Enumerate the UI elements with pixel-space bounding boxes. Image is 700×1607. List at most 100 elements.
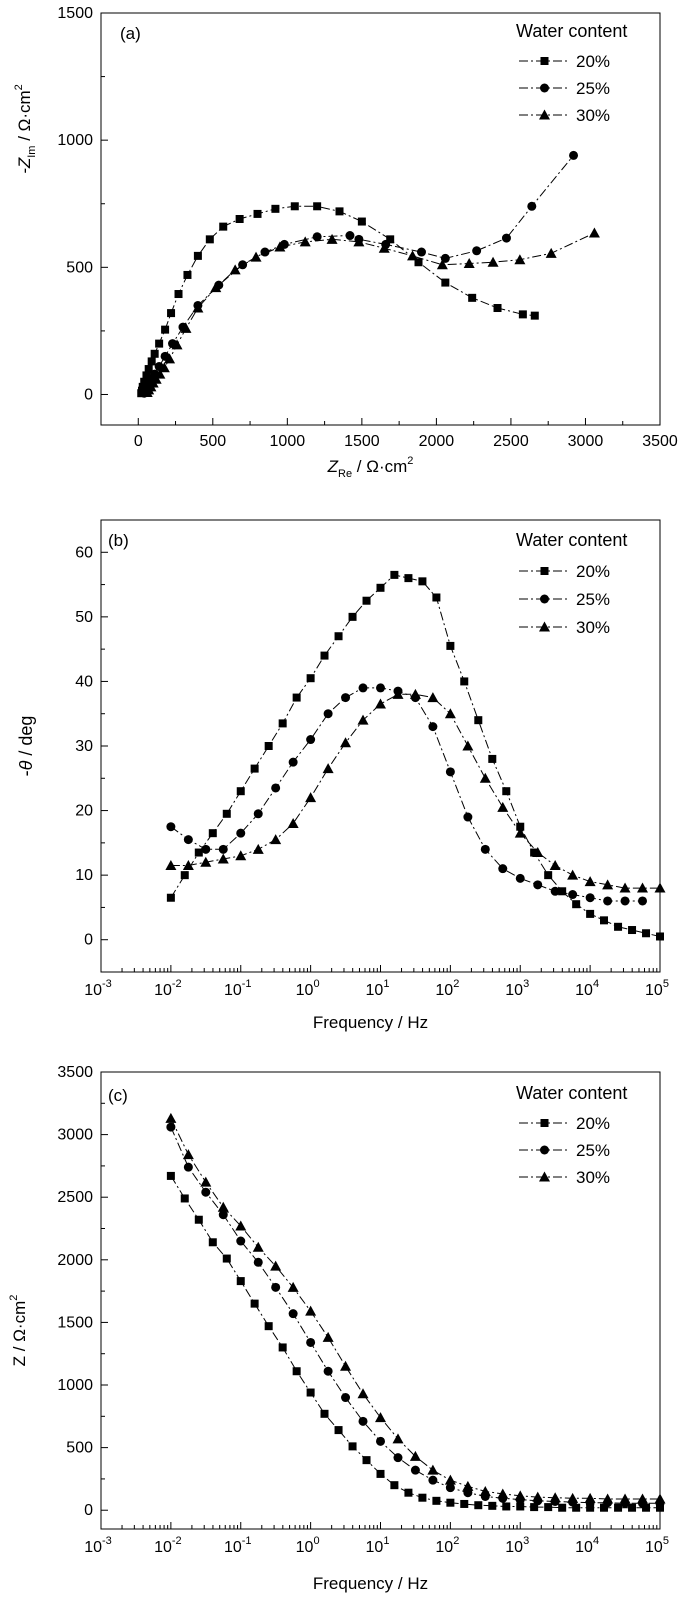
data-point-b-2 — [200, 856, 212, 867]
data-point-a-1 — [569, 150, 579, 160]
y-axis-label-b: -θ / deg — [16, 716, 36, 777]
y-tick-label-c: 3000 — [57, 1127, 93, 1144]
data-point-b-1 — [568, 890, 578, 900]
data-point-c-2 — [497, 1488, 509, 1499]
series-b-2 — [165, 688, 666, 893]
data-point-a-0 — [518, 310, 527, 319]
data-point-b-2 — [392, 688, 404, 699]
data-point-b-2 — [427, 692, 439, 703]
x-tick-label-b: 103 — [505, 978, 529, 999]
y-axis-label-c: Z / Ω·cm2 — [8, 1295, 29, 1367]
data-point-c-1 — [428, 1475, 438, 1485]
data-point-b-2 — [602, 879, 614, 890]
legend-label-b-0: 20% — [576, 562, 610, 581]
y-tick-label-c: 500 — [66, 1440, 93, 1457]
x-tick-label-c: 102 — [435, 1535, 459, 1556]
data-point-c-0 — [530, 1503, 539, 1512]
data-point-c-1 — [218, 1210, 228, 1220]
data-point-c-0 — [586, 1503, 595, 1512]
data-point-c-2 — [165, 1112, 177, 1123]
data-point-c-1 — [445, 1483, 455, 1493]
data-point-b-0 — [264, 742, 273, 750]
x-axis-label-b: Frequency / Hz — [313, 1013, 428, 1032]
data-point-a-0 — [313, 202, 322, 211]
data-point-a-0 — [235, 215, 244, 223]
data-point-c-2 — [270, 1260, 282, 1271]
data-point-c-0 — [614, 1503, 623, 1512]
y-tick-label-b: 50 — [75, 609, 93, 626]
data-point-a-0 — [386, 235, 395, 244]
data-point-c-1 — [288, 1309, 298, 1319]
data-point-b-0 — [348, 612, 357, 621]
data-point-b-2 — [270, 834, 282, 845]
data-point-b-0 — [166, 893, 175, 902]
panel-label-c: (c) — [108, 1086, 128, 1105]
data-point-b-0 — [544, 871, 553, 880]
data-point-c-0 — [600, 1503, 609, 1512]
data-point-a-2 — [326, 233, 338, 244]
data-point-a-2 — [463, 258, 475, 269]
data-point-b-0 — [418, 577, 427, 586]
data-point-c-2 — [200, 1176, 212, 1187]
data-point-b-2 — [514, 827, 526, 838]
data-point-b-2 — [619, 882, 631, 893]
legend-marker-a-2 — [539, 109, 550, 120]
data-point-c-1 — [236, 1236, 246, 1246]
data-point-a-2 — [487, 256, 499, 267]
data-point-c-0 — [390, 1481, 399, 1490]
data-point-c-0 — [516, 1502, 525, 1511]
data-point-a-2 — [353, 236, 365, 247]
data-point-c-0 — [558, 1503, 567, 1512]
data-point-b-1 — [323, 709, 333, 719]
y-tick-label-c: 2500 — [57, 1189, 93, 1206]
data-point-b-0 — [474, 716, 483, 725]
data-point-b-1 — [638, 896, 648, 906]
panel-label-b: (b) — [108, 531, 129, 550]
data-point-b-0 — [488, 754, 497, 763]
data-point-b-2 — [444, 708, 456, 719]
legend-label-c-2: 30% — [576, 1168, 610, 1187]
data-point-b-2 — [654, 882, 666, 893]
data-point-b-1 — [166, 822, 176, 832]
x-tick-label-b: 105 — [645, 978, 669, 999]
data-point-a-0 — [219, 222, 228, 231]
data-point-b-1 — [550, 886, 560, 896]
data-point-c-0 — [320, 1409, 329, 1418]
data-point-b-1 — [236, 828, 246, 838]
data-point-a-2 — [274, 241, 286, 252]
y-tick-label-b: 0 — [84, 932, 93, 949]
data-point-b-0 — [376, 583, 385, 592]
legend-marker-c-0 — [540, 1119, 549, 1127]
legend-label-c-1: 25% — [576, 1141, 610, 1160]
data-point-b-2 — [497, 801, 509, 812]
data-point-a-0 — [142, 371, 151, 380]
data-point-c-2 — [444, 1474, 456, 1485]
data-point-a-2 — [192, 302, 204, 313]
data-point-b-1 — [218, 844, 228, 854]
x-tick-label-b: 10-1 — [224, 978, 252, 999]
data-point-a-1 — [527, 201, 537, 211]
data-point-a-0 — [193, 251, 202, 260]
data-point-c-0 — [460, 1499, 469, 1508]
data-point-b-2 — [322, 763, 334, 774]
data-point-a-1 — [501, 233, 511, 243]
data-point-c-2 — [305, 1305, 317, 1316]
data-point-b-1 — [463, 812, 473, 822]
data-point-c-2 — [637, 1493, 649, 1504]
data-point-b-2 — [479, 772, 491, 783]
data-point-c-0 — [474, 1501, 483, 1510]
series-line-c-2 — [170, 1118, 660, 1500]
x-tick-label-b: 101 — [366, 978, 390, 999]
data-point-c-0 — [376, 1469, 385, 1478]
data-point-b-2 — [235, 850, 247, 861]
data-point-c-1 — [410, 1465, 420, 1475]
data-point-b-1 — [480, 844, 490, 854]
data-point-b-0 — [572, 900, 581, 909]
data-point-a-2 — [150, 373, 162, 384]
x-tick-label-b: 102 — [435, 978, 459, 999]
data-point-c-0 — [166, 1171, 175, 1180]
data-point-a-0 — [441, 278, 450, 287]
data-point-b-0 — [446, 641, 455, 650]
data-point-c-0 — [362, 1456, 371, 1465]
